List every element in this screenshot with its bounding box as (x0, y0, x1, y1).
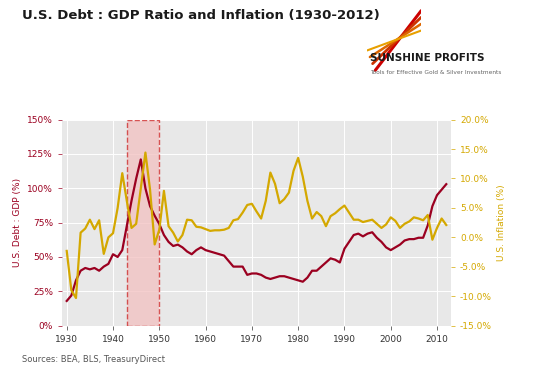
Y-axis label: U.S. Inflation (%): U.S. Inflation (%) (497, 184, 507, 261)
Text: SUNSHINE PROFITS: SUNSHINE PROFITS (370, 53, 484, 63)
Y-axis label: U.S. Debt : GDP (%): U.S. Debt : GDP (%) (12, 178, 22, 267)
Text: U.S. Debt : GDP Ratio and Inflation (1930-2012): U.S. Debt : GDP Ratio and Inflation (193… (22, 9, 380, 22)
Text: Tools for Effective Gold & Silver Investments: Tools for Effective Gold & Silver Invest… (370, 70, 501, 75)
Bar (127, 120, 159, 326)
Text: Sources: BEA, BLS, TreasuryDirect: Sources: BEA, BLS, TreasuryDirect (22, 355, 165, 364)
